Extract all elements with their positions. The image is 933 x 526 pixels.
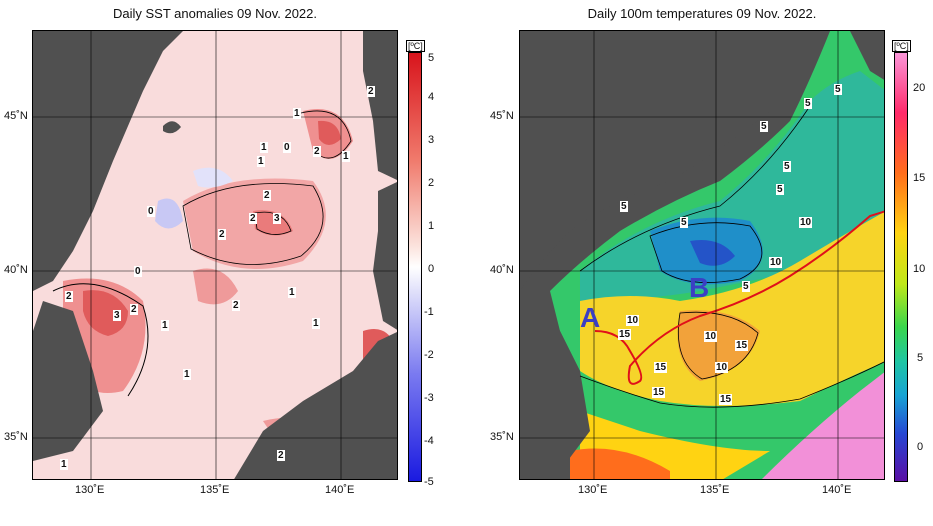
section-label-b: B [689, 272, 710, 303]
contour-label: 2 [249, 213, 257, 224]
colorbar-label: 1 [428, 220, 435, 232]
colorbar-label: -5 [424, 476, 434, 488]
contour-label: 5 [742, 281, 750, 292]
colorbar-label: -3 [424, 392, 434, 404]
contour-label: 3 [273, 213, 281, 224]
contour-label: 1 [288, 287, 296, 298]
right-map-title: Daily 100m temperatures 09 Nov. 2022. [587, 6, 817, 21]
lat-tick-35: 35˚N [4, 431, 28, 443]
contour-label: 10 [704, 331, 718, 342]
lon-tick-130: 130˚E [578, 484, 608, 496]
contour-label: 1 [260, 142, 268, 153]
colorbar-label: 5 [428, 52, 435, 64]
contour-label: 15 [654, 362, 668, 373]
contour-label: 10 [799, 217, 813, 228]
contour-label: 1 [60, 459, 68, 470]
contour-label: 15 [652, 387, 666, 398]
contour-label: 1 [257, 156, 265, 167]
lon-tick-140: 140˚E [822, 484, 852, 496]
contour-label: 2 [313, 146, 321, 157]
colorbar-label: 2 [428, 177, 435, 189]
colorbar-label: 0 [428, 263, 435, 275]
colorbar-label: 10 [913, 263, 926, 275]
lat-tick-35: 35˚N [490, 431, 514, 443]
colorbar-unit: [ºC] [892, 40, 911, 52]
section-label-a: A [580, 302, 601, 333]
lat-tick-45: 45˚N [4, 110, 28, 122]
temperature-colorbar [894, 52, 908, 482]
lon-tick-135: 135˚E [700, 484, 730, 496]
contour-label: 0 [283, 142, 291, 153]
contour-label: 5 [834, 84, 842, 95]
lat-tick-40: 40˚N [4, 264, 28, 276]
contour-label: 2 [367, 86, 375, 97]
contour-label: 2 [232, 300, 240, 311]
colorbar-label: 0 [917, 441, 924, 453]
contour-label: 15 [618, 329, 632, 340]
colorbar-label: -1 [424, 306, 434, 318]
contour-label: 15 [719, 394, 733, 405]
contour-label: 5 [783, 161, 791, 172]
colorbar-label: 20 [913, 82, 926, 94]
contour-label: 3 [113, 310, 121, 321]
contour-label: 2 [65, 291, 73, 302]
lat-tick-45: 45˚N [490, 110, 514, 122]
sst-anomaly-map [32, 30, 398, 480]
colorbar-unit: [ºC] [406, 40, 425, 52]
colorbar-label: 5 [917, 352, 924, 364]
contour-label: 5 [804, 98, 812, 109]
colorbar-label: 4 [428, 91, 435, 103]
contour-label: 10 [715, 362, 729, 373]
contour-label: 5 [680, 217, 688, 228]
contour-label: 5 [776, 184, 784, 195]
contour-label: 0 [134, 266, 142, 277]
colorbar-label: -2 [424, 349, 434, 361]
contour-label: 2 [277, 450, 285, 461]
lon-tick-135: 135˚E [200, 484, 230, 496]
contour-label: 1 [161, 320, 169, 331]
colorbar-label: -4 [424, 435, 434, 447]
contour-label: 5 [760, 121, 768, 132]
contour-label: 10 [769, 257, 783, 268]
contour-label: 1 [342, 151, 350, 162]
contour-label: 10 [626, 315, 640, 326]
left-map-title: Daily SST anomalies 09 Nov. 2022. [112, 6, 317, 21]
colorbar-label: 3 [428, 134, 435, 146]
lat-tick-40: 40˚N [490, 264, 514, 276]
contour-label: 1 [183, 369, 191, 380]
lon-tick-130: 130˚E [75, 484, 105, 496]
contour-label: 15 [735, 340, 749, 351]
colorbar-label: 15 [913, 172, 926, 184]
contour-label: 2 [130, 304, 138, 315]
contour-label: 2 [263, 190, 271, 201]
anomaly-colorbar [408, 52, 422, 482]
contour-label: 1 [293, 108, 301, 119]
contour-label: 0 [147, 206, 155, 217]
contour-label: 1 [312, 318, 320, 329]
contour-label: 2 [218, 229, 226, 240]
contour-label: 5 [620, 201, 628, 212]
lon-tick-140: 140˚E [325, 484, 355, 496]
temperature-100m-map [519, 30, 885, 480]
